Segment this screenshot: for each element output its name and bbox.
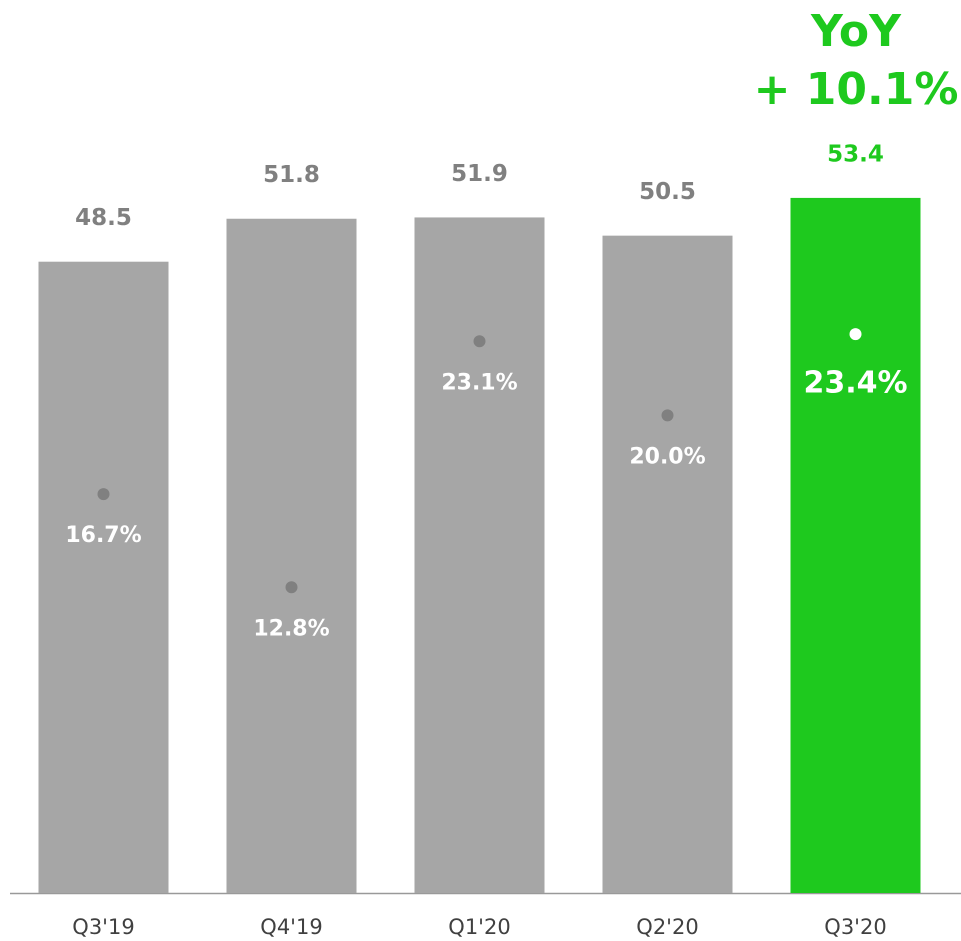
margin-dot bbox=[661, 409, 674, 422]
bar bbox=[38, 261, 169, 894]
margin-dot bbox=[473, 335, 486, 348]
margin-label: 23.1% bbox=[441, 370, 517, 395]
bar bbox=[602, 235, 733, 894]
bar bbox=[226, 218, 357, 893]
margin-label: 12.8% bbox=[253, 616, 329, 641]
margin-dot bbox=[849, 328, 862, 341]
margin-label: 23.4% bbox=[803, 366, 907, 401]
value-label: 48.5 bbox=[75, 205, 132, 231]
value-label: 50.5 bbox=[639, 179, 696, 205]
x-tick-label: Q3'19 bbox=[72, 915, 134, 939]
bar bbox=[790, 197, 921, 893]
x-tick-label: Q3'20 bbox=[824, 915, 886, 939]
margin-label: 20.0% bbox=[629, 444, 705, 469]
value-label: 51.9 bbox=[451, 161, 508, 187]
annotation: + 10.1% bbox=[754, 64, 959, 115]
x-tick-label: Q1'20 bbox=[448, 915, 510, 939]
margin-label: 16.7% bbox=[65, 523, 141, 548]
x-tick-label: Q2'20 bbox=[636, 915, 698, 939]
value-label: 53.4 bbox=[827, 141, 884, 167]
margin-dot bbox=[285, 581, 298, 594]
x-tick-label: Q4'19 bbox=[260, 915, 322, 939]
margin-dot bbox=[97, 488, 110, 501]
bar bbox=[414, 217, 545, 893]
annotation: YoY bbox=[810, 6, 902, 57]
value-label: 51.8 bbox=[263, 162, 320, 188]
